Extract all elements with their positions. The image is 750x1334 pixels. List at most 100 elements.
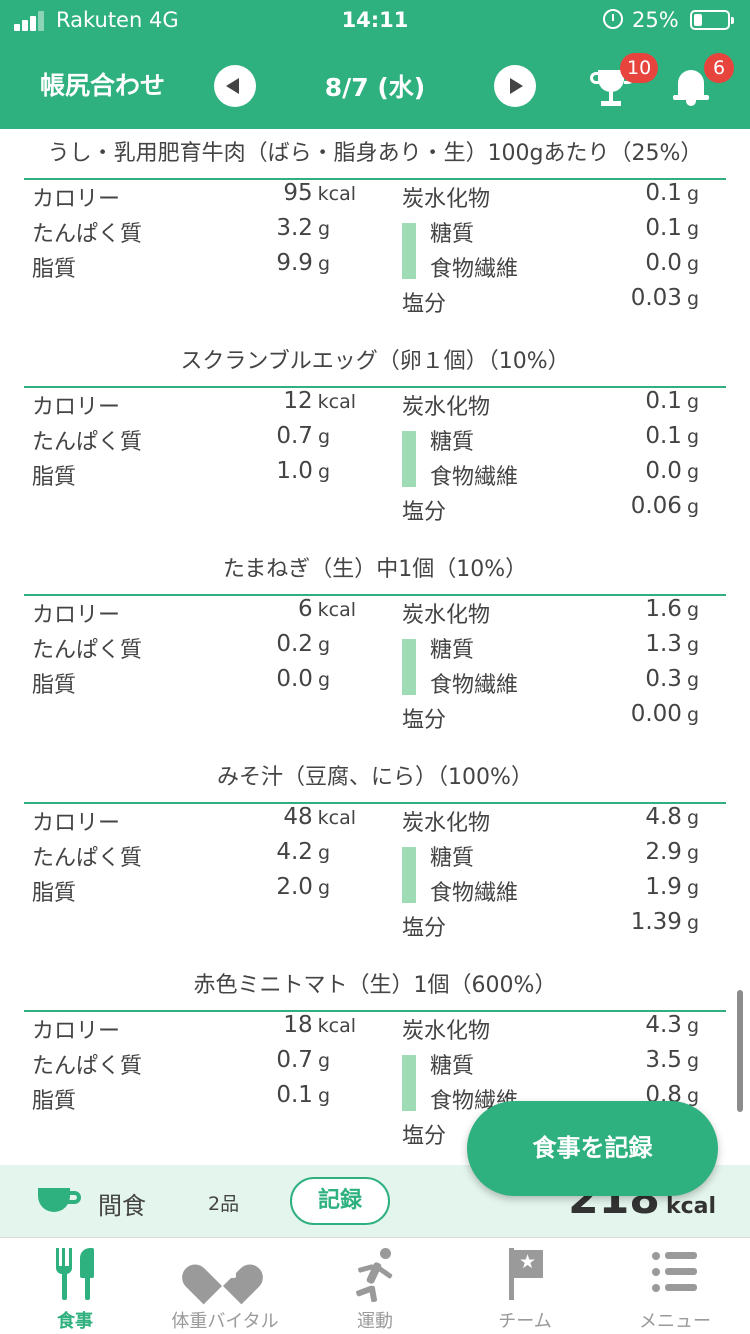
food-divider — [24, 1010, 726, 1012]
protein-label: たんぱく質 — [32, 1054, 143, 1079]
sugar-unit: g — [686, 634, 699, 656]
carbs-label: 炭水化物 — [402, 187, 491, 212]
fat-label: 脂質 — [32, 1089, 77, 1114]
sugar-value: 3.5 g — [645, 1047, 699, 1073]
food-divider — [24, 802, 726, 804]
fiber-number: 0.3 — [645, 666, 682, 692]
carbs-unit: g — [686, 1015, 699, 1037]
fat-number: 0.1 — [276, 1082, 313, 1108]
protein-unit: g — [317, 1050, 330, 1072]
carbs-label: 炭水化物 — [402, 603, 491, 628]
carbs-unit: g — [686, 391, 699, 413]
menu-list-icon — [650, 1246, 700, 1302]
sugar-fiber-bar — [402, 639, 416, 695]
salt-label: 塩分 — [402, 916, 447, 941]
tab-meals[interactable]: 食事 — [0, 1238, 150, 1334]
carbs-unit: g — [686, 807, 699, 829]
record-meal-button[interactable]: 食事を記録 — [467, 1101, 718, 1196]
tab-exercise[interactable]: 運動 — [300, 1238, 450, 1334]
fat-unit: g — [317, 253, 330, 275]
tab-label: 運動 — [357, 1311, 393, 1332]
sugar-fiber-bar — [402, 847, 416, 903]
salt-value: 1.39 g — [631, 909, 699, 935]
current-date[interactable]: 8/7 (水) — [324, 73, 426, 102]
status-time: 14:11 — [341, 8, 409, 32]
snack-record-button[interactable]: 記録 — [290, 1177, 390, 1225]
protein-label: たんぱく質 — [32, 638, 143, 663]
next-day-button[interactable] — [494, 65, 536, 107]
battery-icon — [690, 10, 734, 30]
sugar-fiber-bar — [402, 223, 416, 279]
fat-value: 0.1 g — [276, 1082, 330, 1108]
food-divider — [24, 386, 726, 388]
carbs-unit: g — [686, 183, 699, 205]
salt-value: 0.06 g — [631, 493, 699, 519]
tab-menu[interactable]: メニュー — [600, 1238, 750, 1334]
calories-number: 12 — [283, 388, 313, 414]
sugar-fiber-bar — [402, 431, 416, 487]
calories-label: カロリー — [32, 603, 121, 628]
carbs-unit: g — [686, 599, 699, 621]
fat-label: 脂質 — [32, 673, 77, 698]
salt-number: 1.39 — [630, 909, 682, 935]
salt-number: 0.06 — [630, 493, 682, 519]
sugar-unit: g — [686, 426, 699, 448]
fiber-unit: g — [686, 1085, 699, 1107]
tab-bar: 食事 体重バイタル 運動 ★ チーム メニュー — [0, 1237, 750, 1334]
tab-label: 体重バイタル — [171, 1311, 279, 1332]
carbs-number: 4.3 — [645, 1012, 682, 1038]
fiber-value: 0.0 g — [645, 250, 699, 276]
fiber-unit: g — [686, 877, 699, 899]
tab-label: メニュー — [639, 1311, 711, 1332]
prev-day-button[interactable] — [214, 65, 256, 107]
calories-unit: kcal — [317, 1015, 356, 1037]
fat-unit: g — [317, 1085, 330, 1107]
bell-icon[interactable] — [672, 68, 710, 108]
flag-icon: ★ — [500, 1246, 550, 1302]
carbs-number: 0.1 — [645, 180, 682, 206]
protein-value: 0.7 g — [276, 1047, 330, 1073]
calories-label: カロリー — [32, 1019, 121, 1044]
protein-unit: g — [317, 218, 330, 240]
fiber-value: 1.9 g — [645, 874, 699, 900]
calories-value: 18 kcal — [283, 1012, 356, 1038]
protein-unit: g — [317, 634, 330, 656]
fiber-value: 0.3 g — [645, 666, 699, 692]
food-title: たまねぎ（生）中1個（10%） — [222, 557, 528, 582]
food-title: うし・乳用肥育牛肉（ばら・脂身あり・生）100gあたり（25%） — [47, 141, 703, 166]
salt-unit: g — [686, 704, 699, 726]
notification-badge: 6 — [704, 53, 734, 83]
fork-knife-icon — [50, 1246, 100, 1302]
food-divider — [24, 594, 726, 596]
fiber-number: 1.9 — [645, 874, 682, 900]
protein-label: たんぱく質 — [32, 430, 143, 455]
calories-number: 48 — [283, 804, 313, 830]
sugar-unit: g — [686, 842, 699, 864]
fat-unit: g — [317, 669, 330, 691]
tab-weight-vital[interactable]: 体重バイタル — [150, 1238, 300, 1334]
protein-number: 0.7 — [276, 423, 313, 449]
scrollbar[interactable] — [737, 990, 743, 1112]
fat-value: 0.0 g — [276, 666, 330, 692]
app-header: Rakuten 4G 14:11 25% 帳尻合わせ 8/7 (水) 10 6 — [0, 0, 750, 129]
salt-number: 0.00 — [630, 701, 682, 727]
protein-value: 3.2 g — [276, 215, 330, 241]
carbs-number: 4.8 — [645, 804, 682, 830]
protein-label: たんぱく質 — [32, 846, 143, 871]
calories-value: 12 kcal — [283, 388, 356, 414]
sugar-unit: g — [686, 218, 699, 240]
carbs-value: 4.3 g — [645, 1012, 699, 1038]
calories-number: 6 — [297, 596, 313, 622]
salt-unit: g — [686, 496, 699, 518]
fiber-value: 0.0 g — [645, 458, 699, 484]
salt-number: 0.03 — [630, 285, 682, 311]
salt-unit: g — [686, 912, 699, 934]
fiber-unit: g — [686, 669, 699, 691]
food-list[interactable]: うし・乳用肥育牛肉（ばら・脂身あり・生）100gあたり（25%） カロリー 95 kc… — [0, 129, 750, 1165]
battery-percent: 25% — [632, 8, 679, 32]
food-title: 赤色ミニトマト（生）1個（600%） — [193, 973, 557, 998]
sugar-label: 糖質 — [430, 1054, 475, 1079]
fiber-label: 食物繊維 — [430, 257, 519, 282]
calories-label: カロリー — [32, 187, 121, 212]
tab-team[interactable]: ★ チーム — [450, 1238, 600, 1334]
